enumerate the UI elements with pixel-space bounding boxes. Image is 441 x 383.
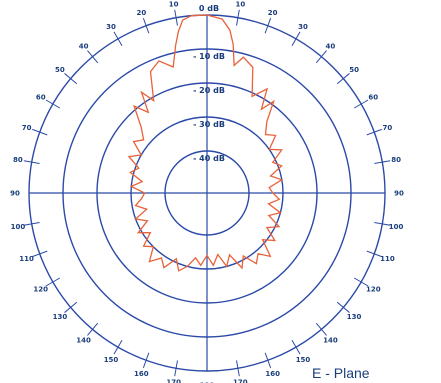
angle-label-left-140: 140 <box>76 337 91 345</box>
tick-120 <box>353 277 369 287</box>
angle-label-left-160: 160 <box>134 370 149 378</box>
tick-80 <box>374 160 391 164</box>
tick-330 <box>113 31 123 47</box>
angle-label-left-70: 70 <box>22 124 32 132</box>
tick-60 <box>353 99 369 109</box>
tick-50 <box>336 73 350 85</box>
tick-240 <box>45 277 61 287</box>
tick-160 <box>264 352 272 368</box>
angle-label-left-90: 90 <box>10 190 20 198</box>
tick-190 <box>174 360 178 377</box>
angle-label-left-130: 130 <box>53 313 68 321</box>
tick-20 <box>264 18 272 34</box>
tick-100 <box>374 222 391 226</box>
angle-label-left-120: 120 <box>33 286 48 294</box>
angle-label-right-60: 60 <box>368 94 378 102</box>
angle-label-right-80: 80 <box>391 156 401 164</box>
tick-110 <box>366 250 382 258</box>
tick-70 <box>366 128 382 136</box>
angle-label-left-40: 40 <box>79 42 89 50</box>
tick-200 <box>142 352 150 368</box>
angle-label-right-110: 110 <box>380 255 395 263</box>
angle-label-right-90: 90 <box>394 190 404 198</box>
tick-260 <box>23 222 40 226</box>
angle-label-right-170: 170 <box>233 379 248 383</box>
tick-230 <box>64 301 78 313</box>
angle-label-right-140: 140 <box>323 337 338 345</box>
ring-label-0db: 0 dB <box>199 4 219 13</box>
radial-ring-labels: 0 dB - 10 dB - 20 dB - 30 dB - 40 dB <box>193 4 225 163</box>
tick-280 <box>23 160 40 164</box>
angle-label-left-30: 30 <box>106 23 116 31</box>
angle-label-right-20: 20 <box>268 9 278 17</box>
tick-220 <box>87 322 99 336</box>
polar-axes <box>28 14 386 372</box>
angle-label-right-120: 120 <box>366 286 381 294</box>
angle-label-left-20: 20 <box>136 9 146 17</box>
ring-label-20db: - 20 dB <box>193 86 225 95</box>
tick-350 <box>174 9 178 26</box>
angle-ticks <box>23 9 391 377</box>
tick-150 <box>291 339 301 355</box>
angle-label-right-150: 150 <box>296 356 311 364</box>
angle-label-right-10: 10 <box>235 0 245 8</box>
angle-label-right-70: 70 <box>383 124 393 132</box>
angle-label-left-170: 170 <box>166 379 181 383</box>
angle-label-left-60: 60 <box>36 94 46 102</box>
angle-label-left-10: 10 <box>169 0 179 8</box>
tick-310 <box>64 73 78 85</box>
ring-label-10db: - 10 dB <box>193 52 225 61</box>
angle-label-left-80: 80 <box>13 156 23 164</box>
angle-label-right-50: 50 <box>349 66 359 74</box>
angle-label-right-30: 30 <box>298 23 308 31</box>
tick-140 <box>315 322 327 336</box>
tick-250 <box>32 250 48 258</box>
ring-label-30db: - 30 dB <box>193 120 225 129</box>
angle-label-left-110: 110 <box>19 255 34 263</box>
angle-label-left-150: 150 <box>104 356 119 364</box>
tick-40 <box>315 50 327 64</box>
tick-130 <box>336 301 350 313</box>
ring-label-40db: - 40 dB <box>193 154 225 163</box>
plane-caption: E - Plane <box>312 365 370 381</box>
angle-label-right-130: 130 <box>347 313 362 321</box>
tick-290 <box>32 128 48 136</box>
tick-10 <box>236 9 240 26</box>
tick-30 <box>291 31 301 47</box>
tick-340 <box>142 18 150 34</box>
angle-labels: 10 20 30 40 50 60 70 80 90 100 110 120 130 140 150 160 1… <box>10 0 404 383</box>
tick-170 <box>236 360 240 377</box>
angle-label-right-160: 160 <box>265 370 280 378</box>
tick-320 <box>87 50 99 64</box>
tick-210 <box>113 339 123 355</box>
angle-label-right-180: 180 <box>200 382 215 383</box>
angle-label-right-40: 40 <box>326 42 336 50</box>
tick-300 <box>45 99 61 109</box>
angle-label-right-100: 100 <box>389 223 404 231</box>
radiation-pattern-line <box>127 14 284 272</box>
angle-label-left-100: 100 <box>11 223 26 231</box>
angle-label-left-50: 50 <box>55 66 65 74</box>
